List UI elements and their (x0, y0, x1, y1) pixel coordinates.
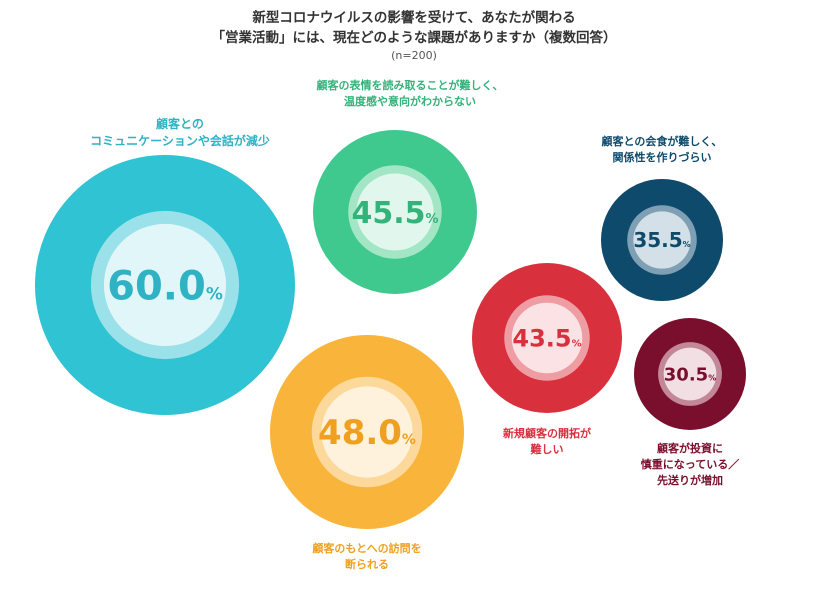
category-label-line: 顧客が投資に (657, 441, 723, 455)
bubble-1: 60.0% 顧客とのコミュニケーションや会話が減少 (35, 116, 295, 415)
bubble-core (321, 386, 413, 478)
category-label: 顧客が投資に慎重になっている／ 先送りが増加 (641, 441, 739, 487)
value-label: 45.5% (351, 196, 438, 231)
category-label-line: 顧客との (156, 116, 204, 131)
value-number: 60.0 (107, 263, 206, 309)
bubble-6: 30.5% 顧客が投資に慎重になっている／ 先送りが増加 (634, 318, 746, 487)
category-label-line: 顧客の表情を読み取ることが難しく、 (317, 78, 504, 92)
value-label: 48.0% (318, 413, 416, 453)
title-line-2: 「営業活動」には、現在どのような課題がありますか（複数回答） (211, 30, 617, 46)
bubble-4: 43.5% 新規顧客の開拓が難しい (472, 263, 622, 456)
value-unit: % (402, 432, 416, 448)
bubble-core (663, 347, 717, 401)
bubble-core (103, 223, 227, 347)
value-label: 35.5% (633, 228, 690, 252)
value-number: 35.5 (633, 228, 682, 252)
value-unit: % (683, 240, 691, 249)
value-unit: % (708, 373, 716, 382)
value-label: 30.5% (664, 364, 716, 385)
category-label: 新規顧客の開拓が難しい (503, 426, 591, 456)
bubble-2: 45.5% 顧客の表情を読み取ることが難しく、温度感や意向がわからない (313, 78, 504, 294)
category-label-line: 難しい (531, 442, 564, 456)
value-label: 43.5% (512, 325, 581, 353)
category-label-line: 顧客のもとへの訪問を (312, 541, 421, 555)
value-number: 30.5 (664, 364, 708, 385)
bubble-core (356, 173, 434, 251)
value-unit: % (426, 212, 439, 227)
chart-title: 新型コロナウイルスの影響を受けて、あなたが関わる 「営業活動」には、現在どのよう… (0, 8, 828, 64)
category-label-line: 顧客との会食が難しく、 (602, 134, 723, 148)
category-label-line: 関係性を作りづらい (613, 150, 712, 164)
category-label: 顧客の表情を読み取ることが難しく、温度感や意向がわからない (317, 78, 504, 108)
category-label-line: 新規顧客の開拓が (503, 426, 591, 440)
category-label: 顧客との会食が難しく、関係性を作りづらい (602, 134, 723, 164)
category-label-line: 慎重になっている／ (641, 457, 739, 471)
title-line-1: 新型コロナウイルスの影響を受けて、あなたが関わる (252, 10, 576, 26)
value-unit: % (572, 339, 582, 350)
bubble-3: 35.5% 顧客との会食が難しく、関係性を作りづらい (601, 134, 723, 301)
value-number: 43.5 (512, 325, 571, 353)
bubble-core (633, 211, 691, 269)
category-label-line: 温度感や意向がわからない (344, 94, 476, 108)
value-number: 45.5 (351, 196, 425, 231)
sample-size: (n=200) (391, 49, 437, 62)
bubble-core (511, 302, 583, 374)
value-label: 60.0% (107, 263, 223, 309)
category-label-line: 先送りが増加 (657, 473, 723, 487)
category-label: 顧客とのコミュニケーションや会話が減少 (90, 116, 270, 148)
category-label-line: コミュニケーションや会話が減少 (90, 133, 270, 148)
bubble-5: 48.0% 顧客のもとへの訪問を断られる (270, 335, 464, 571)
category-label: 顧客のもとへの訪問を断られる (312, 541, 421, 571)
value-number: 48.0 (318, 413, 402, 453)
value-unit: % (206, 284, 223, 304)
category-label-line: 断られる (345, 557, 389, 571)
